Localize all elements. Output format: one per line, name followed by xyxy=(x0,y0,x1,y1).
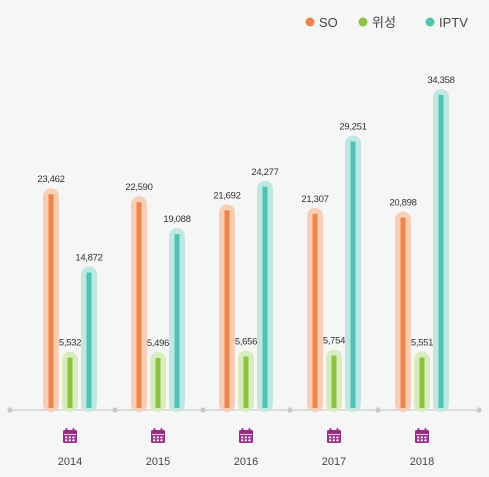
bar-IPTV-2014 xyxy=(86,272,92,408)
bar-SO-2017 xyxy=(312,213,318,408)
axis-dot-3 xyxy=(287,407,293,413)
category-label-2018: 2018 xyxy=(410,456,434,468)
axis-dot-1 xyxy=(112,407,118,413)
axis-dot-4 xyxy=(375,407,381,413)
calendar-icon xyxy=(327,428,341,443)
value-label-SO-2017: 21,307 xyxy=(301,194,328,205)
category-label-2016: 2016 xyxy=(234,456,258,468)
value-label-SO-2016: 21,692 xyxy=(213,190,240,201)
value-label-IPTV-2018: 34,358 xyxy=(427,75,454,86)
category-label-2014: 2014 xyxy=(58,456,82,468)
bar-IPTV-2018 xyxy=(438,94,444,408)
value-label-IPTV-2015: 19,088 xyxy=(163,214,190,225)
bar-SO-2018 xyxy=(400,217,406,408)
value-label-IPTV-2014: 14,872 xyxy=(75,252,102,263)
legend-label-1: 위성 xyxy=(372,15,396,30)
calendar-icon xyxy=(415,428,429,443)
bar-IPTV-2015 xyxy=(174,234,180,408)
value-label-위성-2015: 5,496 xyxy=(147,338,169,349)
value-label-SO-2014: 23,462 xyxy=(37,174,64,185)
category-labels: 2014 2015 2016 2017 2018 xyxy=(58,428,434,468)
legend-marker-2 xyxy=(425,17,435,27)
bar-SO-2014 xyxy=(48,194,54,408)
bars xyxy=(43,88,449,412)
value-label-SO-2018: 20,898 xyxy=(389,198,416,209)
calendar-icon xyxy=(151,428,165,443)
bar-IPTV-2017 xyxy=(350,141,356,408)
value-label-위성-2017: 5,754 xyxy=(323,336,345,347)
bar-위성-2017 xyxy=(331,355,337,408)
legend-marker-1 xyxy=(358,17,368,27)
bar-위성-2018 xyxy=(419,357,425,408)
value-label-IPTV-2017: 29,251 xyxy=(339,121,366,132)
bar-위성-2016 xyxy=(243,356,249,408)
value-label-위성-2016: 5,656 xyxy=(235,336,257,347)
value-label-IPTV-2016: 24,277 xyxy=(251,167,278,178)
bar-IPTV-2016 xyxy=(262,186,268,408)
axis-dot-2 xyxy=(200,407,206,413)
bar-위성-2014 xyxy=(67,357,73,408)
bar-위성-2015 xyxy=(155,357,161,408)
calendar-icon xyxy=(63,428,77,443)
legend-marker-0 xyxy=(305,17,315,27)
value-labels: 23,462 5,532 14,872 22,590 5,496 19,088 21,692… xyxy=(37,75,455,349)
calendar-icon xyxy=(239,428,253,443)
value-label-위성-2018: 5,551 xyxy=(411,337,433,348)
value-label-위성-2014: 5,532 xyxy=(59,338,81,349)
axis-dot-0 xyxy=(7,407,13,413)
legend-label-2: IPTV xyxy=(439,15,468,30)
category-label-2017: 2017 xyxy=(322,456,346,468)
axis-dot-5 xyxy=(476,407,482,413)
bar-SO-2016 xyxy=(224,210,230,408)
value-label-SO-2015: 22,590 xyxy=(125,182,152,193)
category-label-2015: 2015 xyxy=(146,456,170,468)
bar-SO-2015 xyxy=(136,202,142,408)
legend: SO 위성 IPTV xyxy=(305,15,468,30)
legend-label-0: SO xyxy=(319,15,338,30)
